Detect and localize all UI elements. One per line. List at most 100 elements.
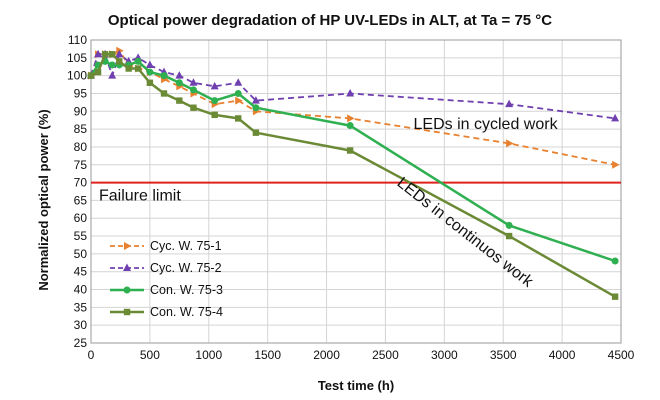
data-point: [505, 232, 513, 240]
y-tick-label: 40: [74, 283, 88, 297]
x-tick-label: 0: [88, 348, 95, 362]
data-point: [505, 221, 513, 229]
data-point: [506, 139, 514, 148]
y-tick-label: 75: [74, 158, 88, 172]
data-point: [505, 99, 514, 108]
data-point: [251, 96, 260, 104]
data-point: [176, 97, 183, 104]
data-point: [611, 257, 619, 265]
x-tick-label: 1500: [254, 348, 281, 362]
data-point: [175, 79, 183, 87]
y-tick-label: 65: [74, 193, 88, 207]
data-point: [160, 72, 168, 80]
y-tick-label: 80: [74, 140, 88, 154]
data-point: [189, 78, 198, 86]
x-tick-label: 3500: [490, 348, 517, 362]
data-point: [234, 89, 242, 97]
x-tick-label: 3000: [431, 348, 458, 362]
data-point: [94, 68, 102, 76]
x-tick-labels: 0 500 1000 1500 2000 2500 3000 3500 4000 4500: [88, 348, 635, 362]
data-point: [124, 242, 132, 250]
data-point: [146, 79, 154, 86]
legend-item: Con. W. 75-4: [110, 305, 223, 319]
y-tick-label: 85: [74, 122, 88, 136]
reference-lines: Failure limit: [91, 181, 621, 205]
legend-label: Cyc. W. 75-1: [150, 239, 222, 253]
data-point: [134, 65, 142, 72]
data-point: [175, 71, 184, 79]
data-point: [108, 71, 117, 79]
y-axis-label: Normalized optical power (%): [36, 109, 51, 290]
legend-item: Cyc. W. 75-2: [110, 261, 222, 275]
y-tick-label: 60: [74, 211, 88, 225]
data-point: [347, 114, 355, 123]
series-group: [87, 49, 620, 122]
y-tick-label: 25: [74, 336, 88, 350]
plot-area-frame: [90, 39, 622, 344]
y-tick-label: 100: [67, 69, 87, 83]
data-point: [235, 115, 242, 122]
legend-label: Cyc. W. 75-2: [150, 261, 222, 275]
x-tick-label: 4000: [549, 348, 576, 362]
data-point: [210, 81, 219, 90]
data-point: [211, 111, 218, 119]
x-tick-label: 2000: [313, 348, 340, 362]
data-point: [108, 61, 116, 69]
data-point: [116, 58, 123, 65]
series-line: [89, 60, 616, 263]
legend-item: Cyc. W. 75-1: [110, 239, 222, 253]
chart-title: Optical power degradation of HP UV-LEDs …: [108, 12, 552, 29]
series-line: [90, 53, 616, 120]
x-axis-label: Test time (h): [318, 378, 394, 393]
y-tick-label: 50: [74, 247, 88, 261]
x-tick-label: 4500: [608, 348, 635, 362]
data-point: [145, 60, 154, 68]
data-point: [189, 86, 197, 94]
data-point: [611, 113, 620, 122]
y-tick-label: 110: [68, 33, 87, 47]
y-tick-label: 95: [74, 86, 88, 100]
y-tick-labels: 25 30 35 40 45 50 55 60 65 70 75 80 85 90 95 100 105 110: [67, 33, 87, 350]
data-point: [612, 160, 620, 169]
data-point: [252, 104, 260, 112]
data-point: [125, 65, 132, 72]
data-series: [87, 46, 620, 300]
series-group: [87, 57, 619, 265]
data-point: [346, 88, 355, 97]
data-point: [146, 68, 154, 76]
y-tick-label: 70: [74, 176, 88, 190]
failure-limit-label: Failure limit: [99, 188, 181, 205]
legend: Cyc. W. 75-1 Cyc. W. 75-2 Con. W. 75-3 Con.…: [110, 239, 223, 319]
data-point: [252, 129, 260, 136]
y-tick-label: 105: [67, 51, 87, 65]
y-tick-label: 35: [74, 300, 88, 314]
data-point: [123, 263, 131, 271]
data-point: [611, 293, 619, 300]
x-tick-label: 1000: [195, 348, 222, 362]
y-tick-label: 45: [74, 265, 88, 279]
data-point: [123, 286, 131, 294]
y-tick-label: 30: [74, 318, 88, 332]
data-point: [160, 90, 168, 97]
data-point: [109, 51, 116, 58]
x-tick-label: 2500: [372, 348, 399, 362]
data-point: [211, 97, 219, 105]
x-tick-label: 500: [140, 348, 160, 362]
data-point: [87, 72, 95, 79]
data-point: [346, 122, 354, 130]
data-point: [235, 96, 243, 105]
legend-item: Con. W. 75-3: [110, 283, 223, 297]
data-point: [346, 147, 354, 154]
chart-annotation: LEDs in cycled work: [414, 116, 559, 133]
series-group: [87, 51, 619, 300]
chart-annotation: LEDs in continuos work: [394, 174, 537, 291]
data-point: [101, 51, 109, 58]
data-point: [134, 57, 142, 65]
data-point: [94, 49, 103, 58]
legend-label: Con. W. 75-3: [150, 283, 223, 297]
y-tick-label: 55: [74, 229, 88, 243]
data-point: [115, 49, 124, 58]
data-point: [234, 78, 243, 86]
data-point: [190, 104, 197, 111]
